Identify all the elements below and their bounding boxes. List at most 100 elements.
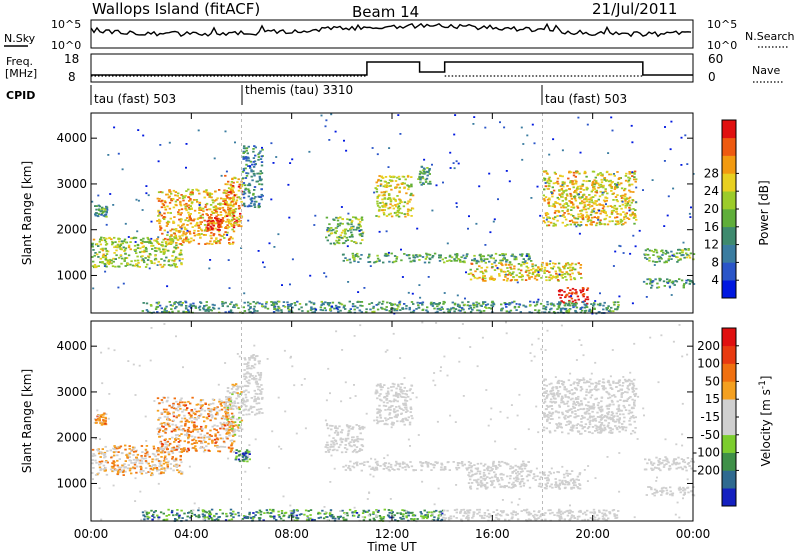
echo-cell bbox=[431, 305, 435, 307]
echo-cell bbox=[525, 253, 529, 255]
echo-cell bbox=[228, 243, 232, 245]
echo-cell bbox=[375, 190, 379, 193]
echo-cell bbox=[478, 276, 481, 279]
echo-cell bbox=[589, 219, 593, 222]
echo-cell bbox=[666, 278, 669, 281]
echo-cell bbox=[120, 469, 124, 472]
echo-cell bbox=[129, 467, 132, 470]
echo-cell bbox=[433, 307, 436, 310]
echo-cell bbox=[677, 259, 680, 262]
echo-cell bbox=[256, 393, 259, 395]
echo-cell bbox=[423, 170, 426, 173]
echo-cell bbox=[216, 207, 220, 210]
echo-cell bbox=[460, 256, 463, 259]
echo-cell bbox=[111, 243, 114, 246]
echo-cell bbox=[184, 219, 187, 222]
echo-cell bbox=[300, 306, 303, 309]
echo-cell bbox=[205, 189, 208, 191]
echo-cell bbox=[258, 302, 261, 305]
echo-cell bbox=[205, 304, 208, 307]
echo-cell bbox=[554, 216, 557, 219]
echo-cell bbox=[395, 416, 398, 419]
echo-cell bbox=[195, 189, 199, 191]
echo-cell bbox=[129, 241, 132, 243]
echo-cell bbox=[424, 181, 428, 183]
echo-cell bbox=[308, 300, 311, 303]
echo-cell bbox=[168, 301, 171, 303]
echo-cell bbox=[542, 305, 546, 307]
echo-cell bbox=[376, 422, 379, 425]
echo-cell bbox=[185, 202, 188, 205]
echo-cell bbox=[225, 220, 228, 223]
echo-cell bbox=[179, 458, 182, 461]
echo-cell bbox=[254, 196, 257, 198]
echo-cell bbox=[360, 444, 364, 446]
echo-cell bbox=[188, 208, 191, 211]
echo-cell bbox=[482, 275, 485, 277]
echo-cell bbox=[404, 396, 407, 399]
echo-cell bbox=[592, 186, 595, 189]
echo-cell bbox=[326, 444, 330, 446]
echo-cell bbox=[120, 466, 123, 469]
echo-cell bbox=[398, 202, 402, 205]
echo-cell bbox=[170, 308, 173, 310]
echo-cell bbox=[190, 414, 193, 417]
echo-cell bbox=[186, 407, 189, 409]
echo-cell bbox=[558, 303, 562, 306]
echo-cell bbox=[634, 180, 637, 183]
echo-cell bbox=[532, 267, 535, 270]
echo-cell bbox=[103, 412, 106, 415]
echo-cell bbox=[180, 428, 183, 431]
echo-cell bbox=[180, 263, 183, 266]
echo-cell bbox=[199, 223, 202, 225]
echo-cell bbox=[210, 309, 213, 312]
echo-cell bbox=[233, 433, 237, 436]
echo-cell bbox=[420, 166, 424, 168]
echo-cell bbox=[247, 188, 250, 191]
echo-cell bbox=[228, 198, 231, 201]
echo-cell bbox=[135, 456, 138, 459]
echo-cell bbox=[404, 215, 407, 218]
echo-cell bbox=[687, 248, 690, 250]
echo-cell bbox=[387, 387, 390, 390]
echo-cell bbox=[486, 303, 490, 306]
echo-cell bbox=[324, 309, 327, 312]
echo-cell bbox=[173, 428, 177, 431]
echo-cell bbox=[105, 237, 108, 240]
echo-cell bbox=[182, 428, 185, 430]
echo-cell bbox=[376, 197, 379, 200]
echo-cell bbox=[177, 446, 181, 449]
echo-cell bbox=[187, 220, 190, 222]
echo-cell bbox=[191, 435, 194, 438]
echo-cell bbox=[158, 243, 161, 245]
echo-cell bbox=[563, 273, 566, 275]
echo-cell bbox=[252, 148, 255, 150]
echo-cell bbox=[382, 209, 386, 211]
echo-cell bbox=[573, 292, 577, 295]
echo-cell bbox=[258, 412, 261, 415]
echo-cell bbox=[91, 265, 95, 268]
echo-cell bbox=[249, 198, 252, 201]
echo-cell bbox=[191, 226, 194, 228]
echo-cell bbox=[418, 259, 421, 261]
echo-cell bbox=[359, 462, 362, 465]
echo-cell bbox=[559, 203, 562, 206]
echo-cell bbox=[476, 259, 479, 262]
echo-cell bbox=[370, 468, 373, 470]
echo-cell bbox=[177, 471, 181, 474]
echo-cell bbox=[177, 414, 181, 417]
echo-cell bbox=[632, 208, 635, 210]
echo-cell bbox=[583, 310, 587, 312]
echo-cell bbox=[450, 260, 453, 262]
echo-cell bbox=[163, 206, 166, 209]
echo-cell bbox=[226, 406, 229, 409]
echo-cell bbox=[414, 469, 417, 471]
echo-cell bbox=[234, 177, 237, 180]
echo-cell bbox=[560, 300, 563, 302]
echo-cell bbox=[228, 392, 232, 394]
echo-cell bbox=[226, 408, 230, 411]
echo-cell bbox=[561, 193, 564, 196]
echo-cell bbox=[653, 264, 656, 266]
echo-cell bbox=[233, 421, 237, 424]
echo-cell bbox=[239, 187, 242, 190]
